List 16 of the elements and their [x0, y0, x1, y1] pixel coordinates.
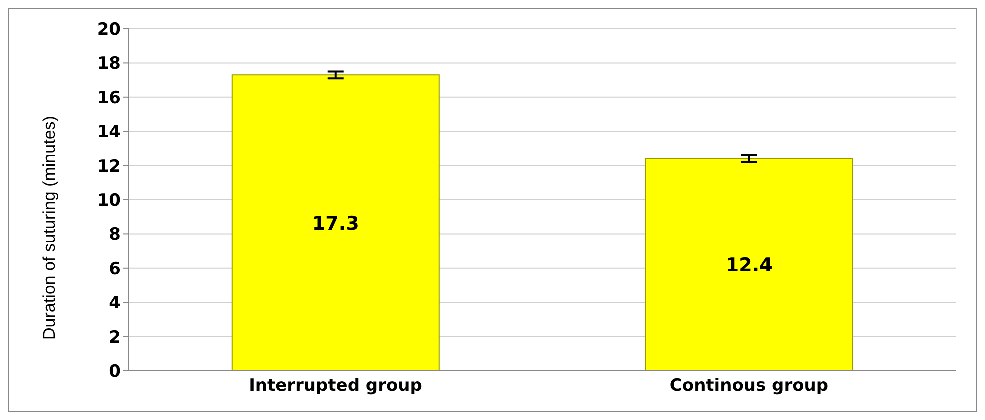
y-tick-label: 6	[109, 259, 121, 280]
y-tick-label: 4	[109, 294, 122, 314]
data-label: 12.4	[726, 254, 773, 277]
y-tick-label: 16	[97, 88, 121, 108]
y-axis-title: Duration of suturing (minutes)	[40, 116, 60, 340]
y-tick-label: 0	[109, 362, 122, 382]
y-tick-label: 2	[109, 328, 121, 348]
y-tick-label: 12	[97, 156, 121, 177]
y-tick-label: 20	[97, 20, 122, 40]
data-label: 17.3	[312, 212, 360, 235]
y-tick-label: 14	[97, 122, 122, 143]
y-tick-label: 18	[97, 54, 121, 74]
y-tick-label: 8	[109, 225, 121, 246]
x-tick-label: Interrupted group	[249, 376, 422, 396]
x-tick-label: Continous group	[670, 376, 829, 396]
y-tick-label: 10	[97, 191, 122, 212]
